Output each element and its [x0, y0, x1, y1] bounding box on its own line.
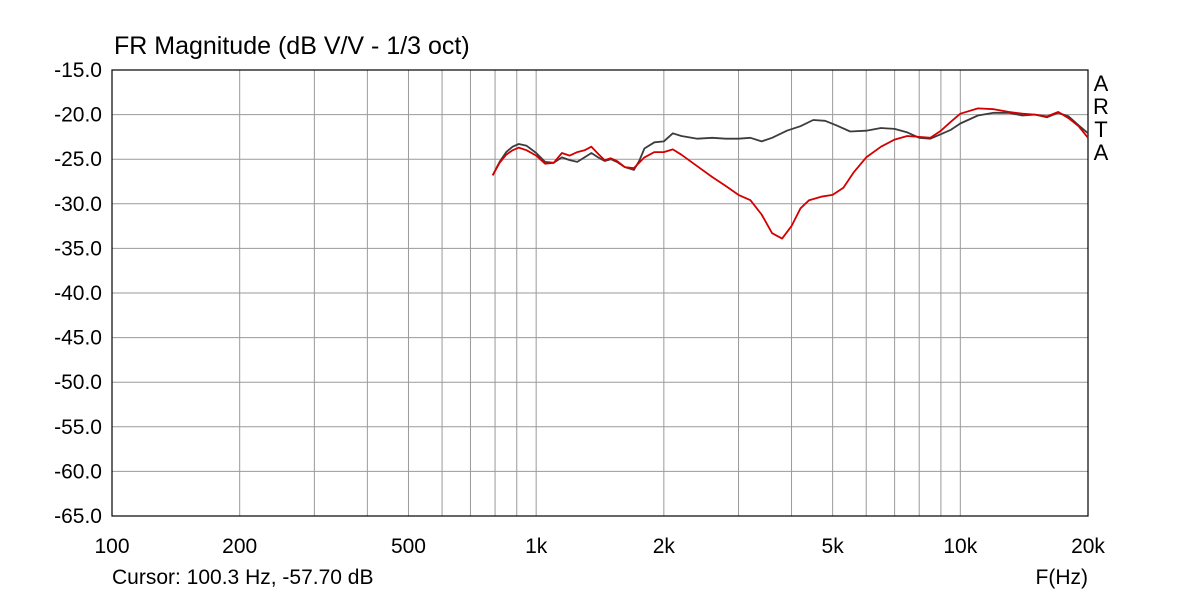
- x-tick-label: 500: [391, 535, 426, 558]
- watermark-letter: A: [1093, 71, 1109, 96]
- plot-frame: [111, 69, 1089, 517]
- y-tick-label: -40.0: [54, 282, 102, 305]
- y-tick-label: -60.0: [54, 460, 102, 483]
- watermark-letter: A: [1093, 140, 1109, 165]
- series-line-2: [491, 107, 1089, 240]
- watermark-letter: T: [1094, 117, 1108, 142]
- y-tick-label: -55.0: [54, 416, 102, 439]
- y-tick-label: -45.0: [54, 327, 102, 350]
- series-lines: [491, 107, 1089, 240]
- x-axis-tick-labels: 100 200 500 1k 2k 5k 10k 20k: [94, 535, 1105, 558]
- x-tick-label: 1k: [525, 535, 548, 558]
- y-tick-label: -65.0: [54, 505, 102, 528]
- y-tick-label: -25.0: [54, 148, 102, 171]
- x-tick-label: 2k: [653, 535, 676, 558]
- y-tick-label: -50.0: [54, 371, 102, 394]
- watermark-letter: R: [1093, 94, 1109, 119]
- chart-title: FR Magnitude (dB V/V - 1/3 oct): [114, 32, 470, 60]
- y-tick-label: -15.0: [54, 59, 102, 82]
- y-axis-tick-labels: -15.0 -20.0 -25.0 -30.0 -35.0 -40.0 -45.0 -50.0…: [54, 59, 102, 528]
- grid-lines: [111, 69, 1089, 517]
- x-axis-label: F(Hz): [1035, 566, 1088, 589]
- x-tick-label: 10k: [943, 535, 977, 558]
- y-tick-label: -30.0: [54, 193, 102, 216]
- arta-watermark: A R T A: [1092, 72, 1110, 164]
- x-tick-label: 100: [94, 535, 129, 558]
- y-tick-label: -20.0: [54, 104, 102, 127]
- x-tick-label: 200: [222, 535, 257, 558]
- cursor-readout: Cursor: 100.3 Hz, -57.70 dB: [112, 566, 374, 589]
- y-tick-label: -35.0: [54, 237, 102, 260]
- x-tick-label: 20k: [1071, 535, 1105, 558]
- x-tick-label: 5k: [822, 535, 845, 558]
- series-line-1: [491, 111, 1089, 176]
